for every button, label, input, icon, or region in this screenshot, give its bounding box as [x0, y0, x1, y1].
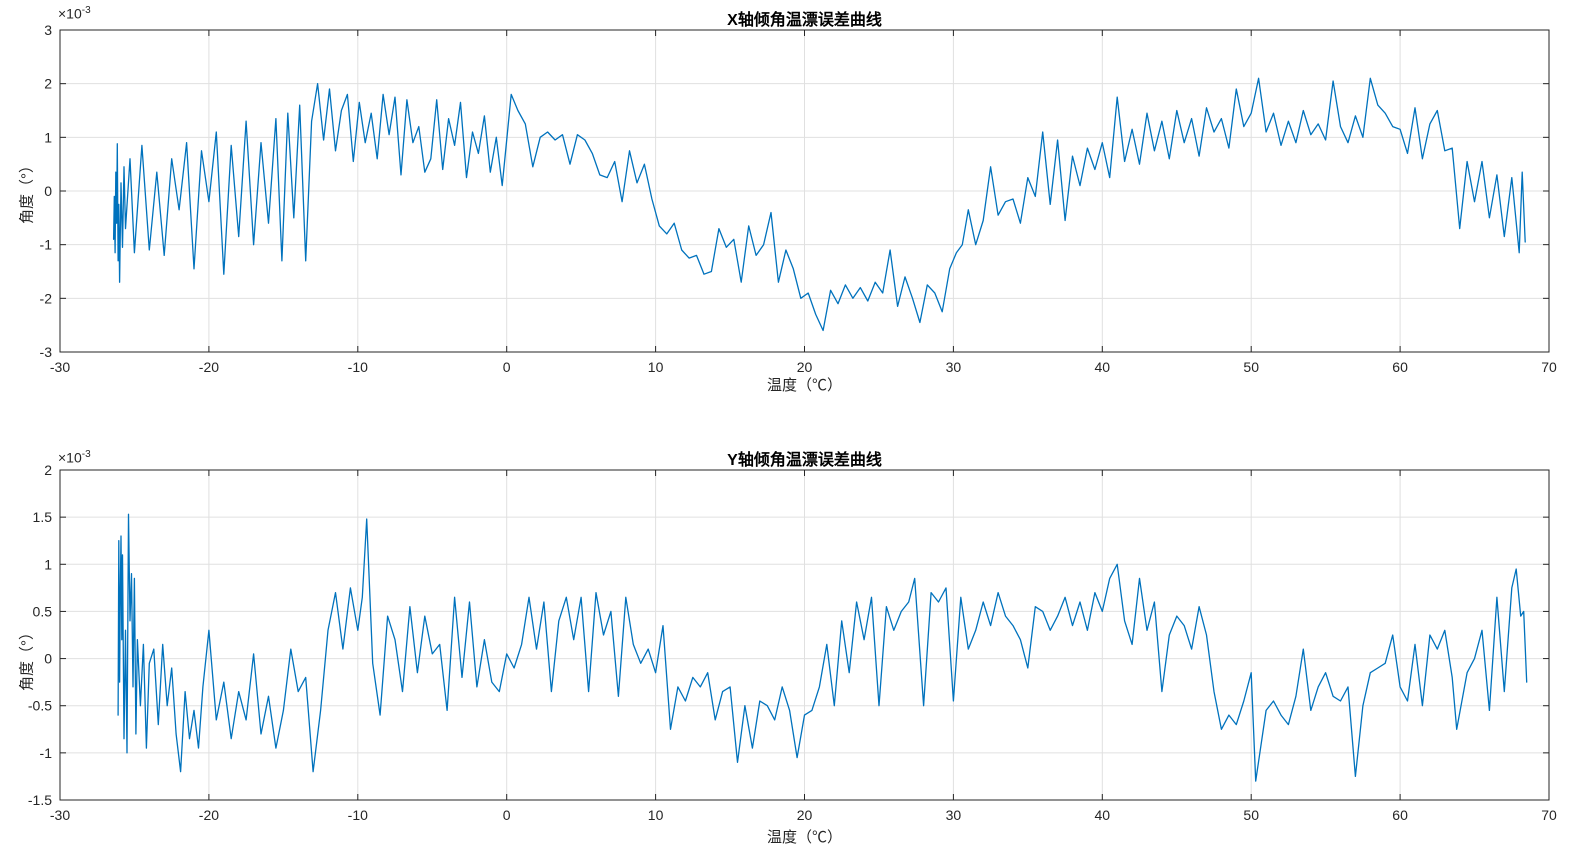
y-tick-label: -1.5	[28, 792, 52, 808]
y-tick-label: 1.5	[33, 509, 53, 525]
x-tick-label: 50	[1243, 807, 1259, 823]
data-line	[117, 513, 1528, 782]
x-tick-label: 20	[797, 807, 813, 823]
y-axis-label-bottom-chart: 角度（°）	[18, 625, 36, 691]
y-tick-label: 1	[44, 129, 52, 145]
x-tick-label: 20	[797, 359, 813, 375]
x-tick-label: 30	[946, 807, 962, 823]
y-axis-multiplier-bottom-chart: ×10-3	[58, 449, 91, 466]
x-tick-label: 70	[1541, 359, 1557, 375]
y-axis-label-top-chart: 角度（°）	[18, 158, 36, 224]
y-tick-label: -2	[40, 290, 53, 306]
x-tick-label: 0	[503, 807, 511, 823]
x-tick-label: -10	[348, 807, 368, 823]
y-tick-label: 3	[44, 22, 52, 38]
x-tick-label: -30	[50, 359, 70, 375]
multiplier-base: ×10	[58, 5, 82, 22]
tick-marks	[59, 469, 1550, 801]
y-tilt-chart-plot: -30 -20 -10 0 10 20 30 40 50 60 70 -1.5 -1 -0.5 0 0.5 1 1…	[28, 462, 1557, 823]
data-line	[112, 77, 1526, 332]
x-tick-label: -20	[199, 359, 219, 375]
y-tick-label: 2	[44, 76, 52, 92]
y-tick-label: 0.5	[33, 603, 53, 619]
x-axis-label-bottom-chart: 温度（℃）	[766, 829, 842, 846]
x-tick-label: -30	[50, 807, 70, 823]
y-tick-label: 0	[44, 651, 52, 667]
y-tick-label: 1	[44, 556, 52, 572]
y-tick-label: 2	[44, 462, 52, 478]
y-tick-label: 0	[44, 183, 52, 199]
x-tick-label: 70	[1541, 807, 1557, 823]
multiplier-exponent: -3	[81, 5, 91, 16]
grid-lines	[59, 29, 1550, 353]
x-tick-label: 50	[1243, 359, 1259, 375]
multiplier-base: ×10	[58, 449, 82, 466]
y-tick-label: -3	[40, 344, 53, 360]
x-axis-label-top-chart: 温度（℃）	[766, 377, 842, 394]
multiplier-exponent: -3	[81, 449, 91, 460]
y-tick-label: -1	[40, 237, 53, 253]
x-tick-label: -20	[199, 807, 219, 823]
x-tick-label: 30	[946, 359, 962, 375]
x-tick-label: 10	[648, 807, 664, 823]
y-axis-multiplier-top-chart: ×10-3	[58, 5, 91, 22]
x-tick-label: 60	[1392, 807, 1408, 823]
x-tick-label: 40	[1095, 807, 1111, 823]
x-tick-label: 60	[1392, 359, 1408, 375]
grid-lines	[59, 469, 1550, 801]
tick-marks	[59, 29, 1550, 353]
y-tick-label: -0.5	[28, 698, 52, 714]
x-tick-label: 40	[1095, 359, 1111, 375]
y-tick-label: -1	[40, 745, 53, 761]
tick-labels: -30 -20 -10 0 10 20 30 40 50 60 70 -1.5 -1 -0.5 0 0.5 1 1…	[28, 462, 1557, 823]
x-tick-label: 0	[503, 359, 511, 375]
x-tick-label: -10	[348, 359, 368, 375]
chart-title-y: Y轴倾角温漂误差曲线	[727, 452, 882, 469]
chart-title-x: X轴倾角温漂误差曲线	[727, 12, 882, 29]
x-tick-label: 10	[648, 359, 664, 375]
